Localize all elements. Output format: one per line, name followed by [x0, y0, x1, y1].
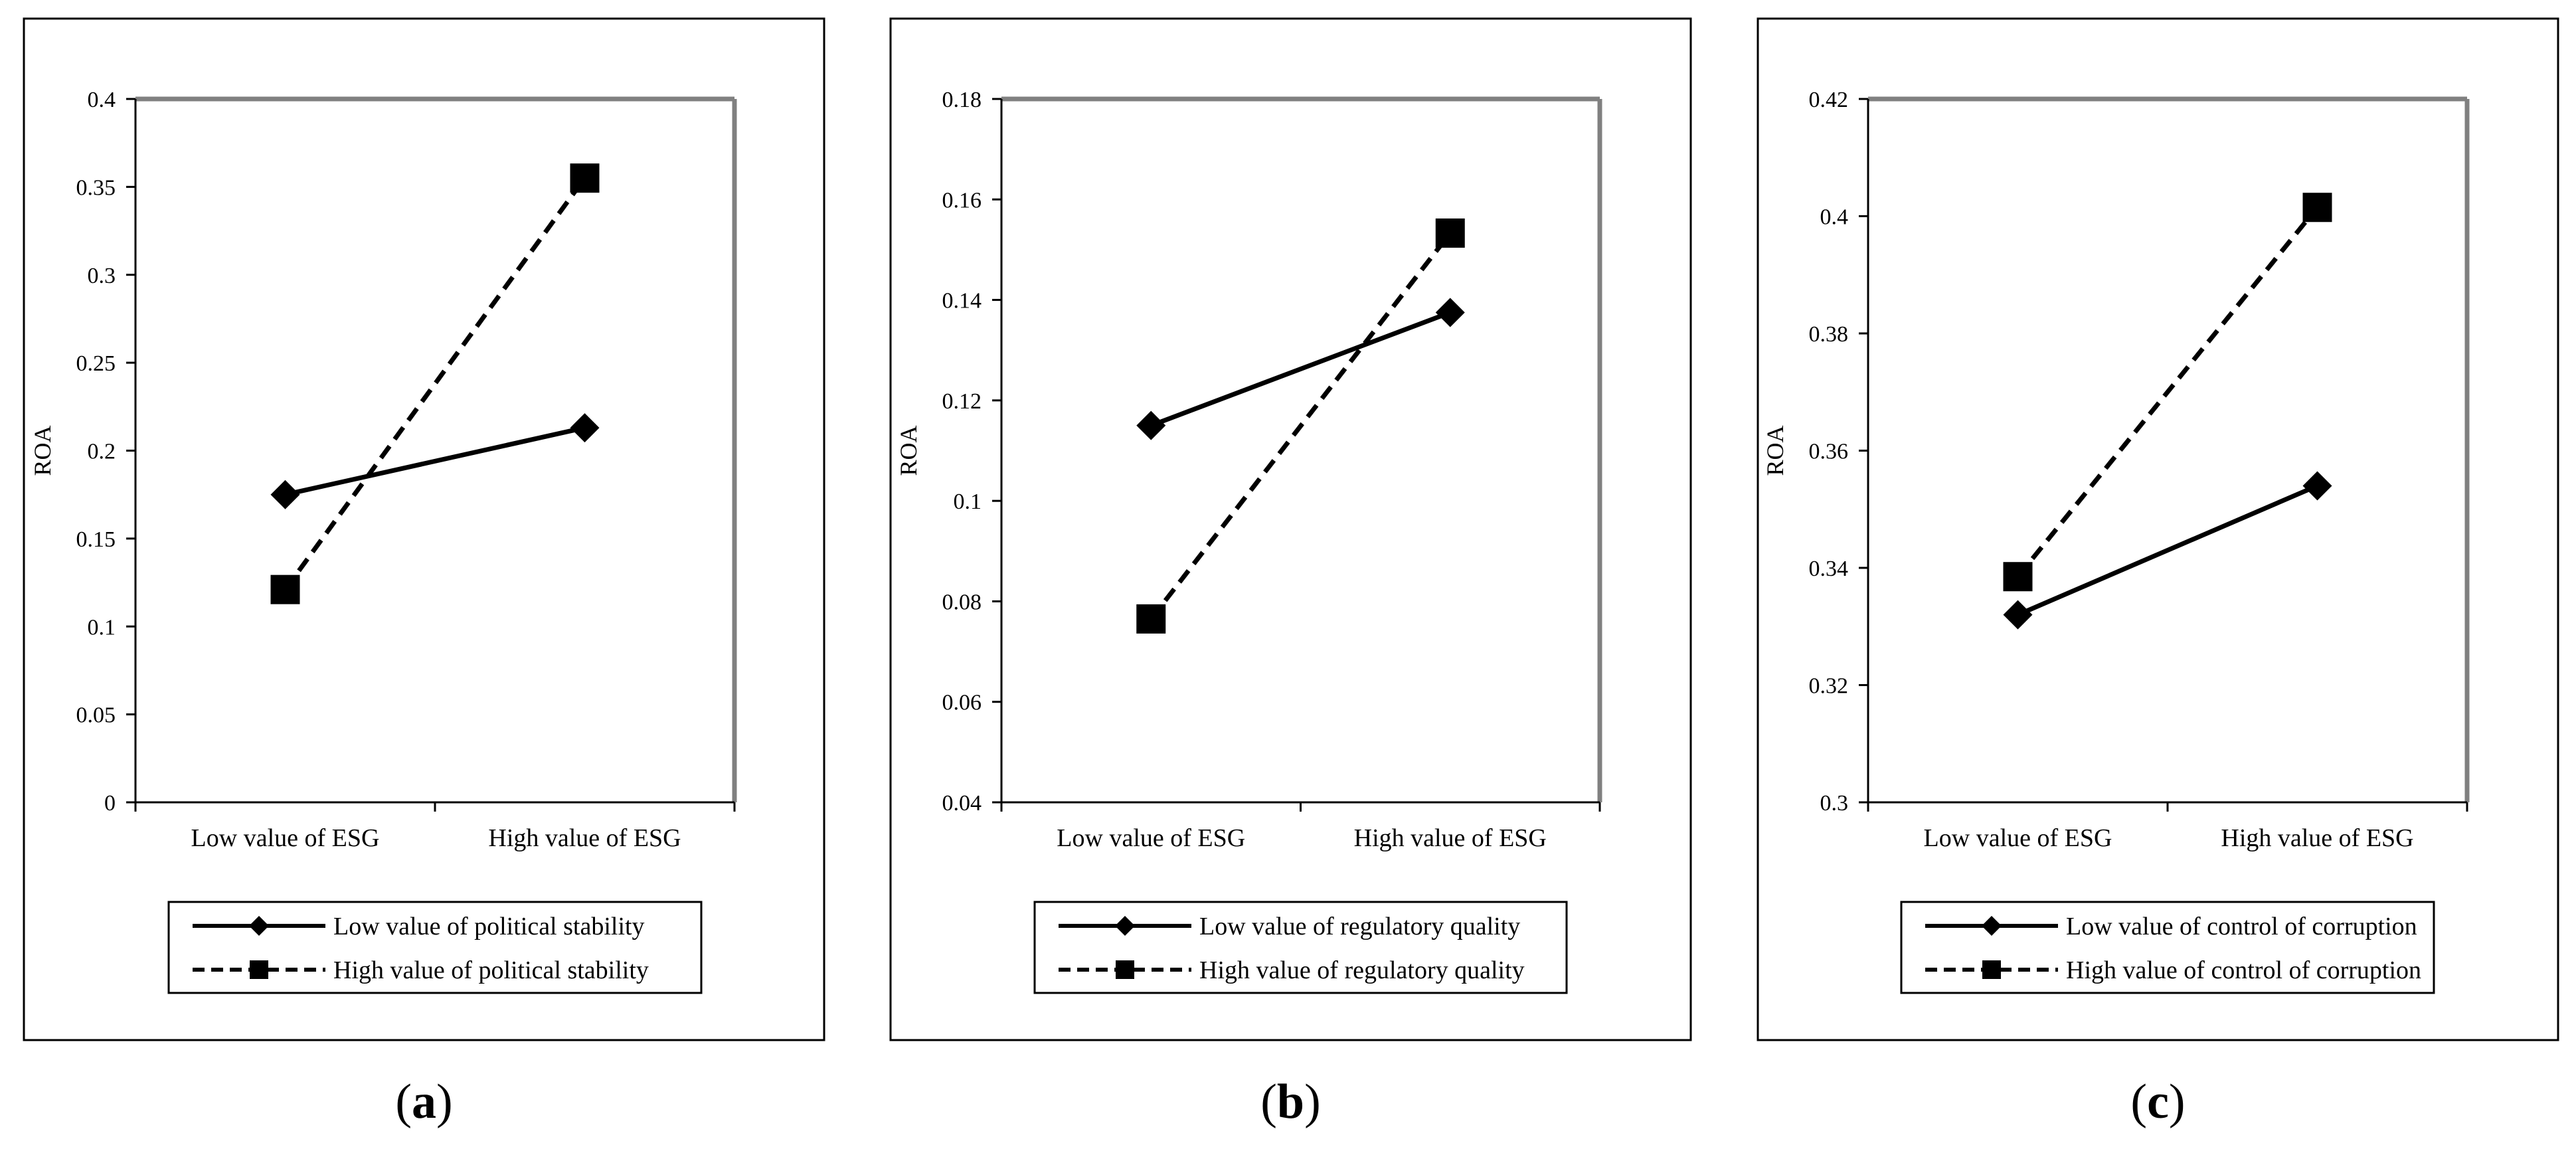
series-low: [1136, 298, 1465, 440]
y-tick-label: 0.16: [942, 188, 982, 213]
diamond-marker: [570, 413, 600, 443]
legend-square-marker: [1116, 960, 1134, 979]
legend-box: [1033, 901, 1568, 994]
y-tick-label: 0.25: [76, 351, 116, 376]
y-tick-label: 0.05: [76, 703, 116, 728]
legend-entry-label: Low value of control of corruption: [2066, 913, 2417, 940]
y-tick-label: 0.04: [942, 791, 982, 816]
diamond-marker: [1435, 298, 1465, 327]
legend-diamond-marker: [249, 916, 269, 936]
diamond-marker: [1136, 410, 1166, 440]
y-tick-label: 0.36: [1809, 440, 1849, 464]
x-category-label: High value of ESG: [488, 824, 681, 852]
diamond-marker: [270, 480, 300, 509]
legend-square-marker: [1982, 960, 2001, 979]
series-high: [270, 163, 600, 604]
y-tick-label: 0.06: [942, 691, 982, 715]
y-tick-label: 0.34: [1809, 557, 1849, 581]
y-tick-label: 0.42: [1809, 88, 1849, 112]
square-marker: [2003, 562, 2033, 592]
x-category-label: Low value of ESG: [191, 824, 380, 852]
y-tick-label: 0.12: [942, 389, 982, 414]
chart-panel-a: 0 0.05 0.1 0.15 0.2 0.25 0.3 0.35 0.4 Low value o…: [23, 17, 825, 1129]
y-tick-label: 0.38: [1809, 322, 1849, 347]
legend-diamond-marker: [1115, 916, 1135, 936]
series-line: [1150, 310, 1451, 428]
y-tick-label: 0.1: [88, 615, 116, 640]
y-axis-label: ROA: [1762, 425, 1788, 476]
y-tick-label: 0: [104, 791, 116, 816]
series-line: [2016, 206, 2320, 578]
y-tick-label: 0.08: [942, 590, 982, 614]
square-marker: [570, 163, 600, 193]
y-tick-label: 0.3: [88, 264, 116, 288]
y-tick-label: 0.2: [88, 440, 116, 464]
y-axis-label: ROA: [895, 425, 922, 476]
x-category-label: High value of ESG: [1354, 824, 1547, 852]
y-tick-label: 0.18: [942, 88, 982, 112]
series-high: [1136, 218, 1465, 634]
y-tick-label: 0.32: [1809, 674, 1849, 699]
y-tick-label: 0.35: [76, 175, 116, 200]
y-tick-label: 0.4: [1820, 205, 1849, 230]
panel-label: (a): [395, 1075, 452, 1129]
x-category-label: Low value of ESG: [1057, 824, 1245, 852]
legend-entry-label: High value of political stability: [333, 956, 649, 984]
legend-entry-label: High value of control of corruption: [2066, 956, 2421, 984]
legend-square-marker: [250, 960, 268, 979]
y-tick-label: 0.15: [76, 527, 116, 552]
square-marker: [270, 574, 300, 604]
y-tick-label: 0.3: [1820, 791, 1849, 816]
series-high: [2003, 193, 2332, 592]
diamond-marker: [2302, 471, 2332, 501]
series-low: [2003, 471, 2332, 630]
legend-diamond-marker: [1982, 916, 2002, 936]
series-line: [283, 177, 587, 591]
panel-label: (b): [1260, 1075, 1320, 1129]
square-marker: [1136, 604, 1166, 634]
y-tick-label: 0.14: [942, 289, 982, 313]
panel-label: (c): [2130, 1075, 2185, 1129]
series-line: [1149, 231, 1452, 621]
legend-entry-label: Low value of political stability: [333, 913, 645, 940]
y-axis-label: ROA: [29, 425, 56, 476]
chart-frame: [889, 17, 1692, 1041]
diamond-marker: [2003, 600, 2033, 630]
series-low: [270, 413, 600, 509]
chart-frame: [1757, 17, 2559, 1041]
legend-box: [167, 901, 703, 994]
chart-panel-b: 0.04 0.06 0.08 0.1 0.12 0.14 0.16 0.18 Low value…: [889, 17, 1692, 1129]
chart-panel-c: 0.3 0.32 0.34 0.36 0.38 0.4 0.42 Low value of E…: [1757, 17, 2559, 1129]
square-marker: [2302, 193, 2332, 222]
x-category-label: Low value of ESG: [1924, 824, 2112, 852]
series-line: [284, 425, 586, 497]
chart-frame: [23, 17, 825, 1041]
series-line: [2017, 484, 2318, 617]
square-marker: [1435, 218, 1465, 248]
legend-box: [1900, 901, 2435, 994]
y-tick-label: 0.1: [954, 489, 982, 514]
x-category-label: High value of ESG: [2221, 824, 2413, 852]
y-tick-label: 0.4: [88, 88, 116, 112]
legend-entry-label: Low value of regulatory quality: [1199, 913, 1520, 940]
legend-entry-label: High value of regulatory quality: [1199, 956, 1525, 984]
